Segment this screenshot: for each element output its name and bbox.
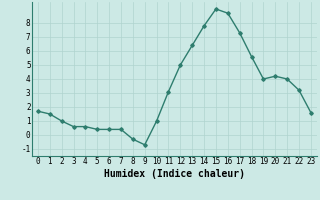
X-axis label: Humidex (Indice chaleur): Humidex (Indice chaleur)	[104, 169, 245, 179]
